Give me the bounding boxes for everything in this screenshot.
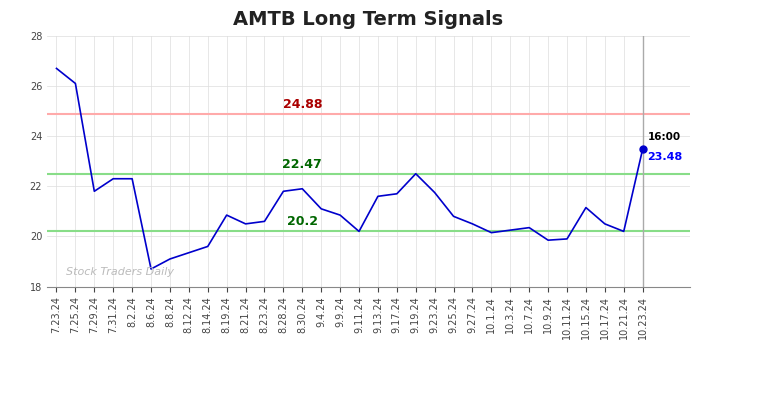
Text: 24.88: 24.88 [282,98,322,111]
Title: AMTB Long Term Signals: AMTB Long Term Signals [234,10,503,29]
Text: 23.48: 23.48 [648,152,683,162]
Text: 20.2: 20.2 [287,215,318,228]
Text: Stock Traders Daily: Stock Traders Daily [66,267,174,277]
Text: 16:00: 16:00 [648,132,681,142]
Text: 22.47: 22.47 [282,158,322,172]
